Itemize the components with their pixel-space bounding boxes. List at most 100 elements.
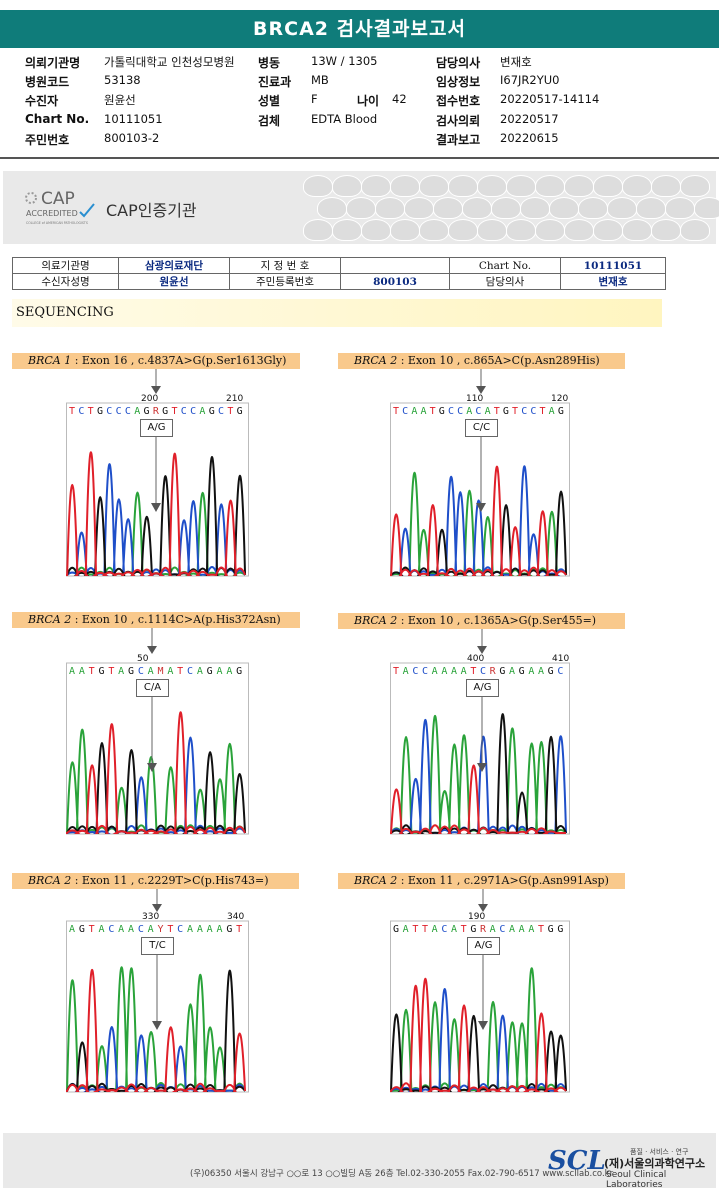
position-label: 50 bbox=[137, 654, 149, 664]
svg-text:T: T bbox=[470, 666, 476, 677]
report-title: BRCA2 검사결과보고서 bbox=[0, 10, 719, 48]
svg-text:A: A bbox=[432, 924, 438, 935]
svg-text:A: A bbox=[528, 924, 534, 935]
svg-text:A: A bbox=[420, 406, 426, 417]
field-value: 20220615 bbox=[500, 131, 559, 145]
field-label: 검사의뢰 bbox=[436, 114, 481, 128]
genotype-pointer bbox=[476, 437, 486, 512]
table-key: 지 정 번 호 bbox=[229, 257, 341, 274]
variant-label: BRCA 2 : Exon 11 , c.2971A>G(p.Asn991Asp… bbox=[338, 873, 625, 889]
svg-text:G: G bbox=[558, 406, 564, 417]
position-label: 400 bbox=[467, 654, 485, 664]
scl-tagline: 품질 · 서비스 · 연구 bbox=[630, 1148, 689, 1156]
variant-label: BRCA 2 : Exon 11 , c.2229T>C(p.His743=) bbox=[12, 873, 299, 889]
svg-text:A: A bbox=[490, 924, 496, 935]
table-value: 삼광의료재단 bbox=[118, 257, 230, 274]
svg-text:G: G bbox=[499, 666, 505, 677]
cloud-ornament bbox=[520, 197, 550, 219]
table-value: 10111051 bbox=[560, 257, 666, 274]
cloud-ornament bbox=[448, 175, 478, 197]
svg-text:A: A bbox=[79, 666, 85, 677]
svg-text:T: T bbox=[167, 924, 173, 935]
svg-text:T: T bbox=[89, 924, 95, 935]
field-label: 임상정보 bbox=[436, 75, 481, 89]
cloud-ornament bbox=[404, 197, 434, 219]
svg-text:T: T bbox=[89, 666, 95, 677]
lab-name-korean: (재)서울의과학연구소 bbox=[604, 1157, 706, 1170]
field-label: 나이 bbox=[357, 94, 380, 108]
svg-text:G: G bbox=[99, 666, 105, 677]
svg-text:A: A bbox=[432, 666, 438, 677]
svg-text:G: G bbox=[470, 924, 476, 935]
table-value bbox=[340, 257, 450, 274]
cloud-ornament bbox=[346, 197, 376, 219]
cloud-ornament bbox=[419, 175, 449, 197]
section-title: SEQUENCING bbox=[16, 305, 114, 320]
sequencing-band bbox=[12, 299, 662, 327]
svg-text:C: C bbox=[457, 406, 463, 417]
svg-text:A: A bbox=[528, 666, 534, 677]
field-label: 의뢰기관명 bbox=[25, 56, 81, 70]
cap-certified-label: CAP인증기관 bbox=[106, 201, 197, 220]
svg-text:C: C bbox=[181, 406, 187, 417]
svg-text:A: A bbox=[451, 666, 457, 677]
cap-banner bbox=[3, 171, 719, 244]
svg-text:C: C bbox=[218, 406, 224, 417]
cloud-ornament bbox=[390, 175, 420, 197]
cloud-ornament bbox=[549, 197, 579, 219]
cloud-ornament bbox=[361, 219, 391, 241]
genotype-box: C/A bbox=[136, 679, 169, 697]
cloud-ornament bbox=[448, 219, 478, 241]
svg-text:G: G bbox=[226, 924, 232, 935]
svg-text:C: C bbox=[116, 406, 122, 417]
cloud-ornament bbox=[665, 197, 695, 219]
variant-detail: : Exon 16 , c.4837A>G(p.Ser1613Gly) bbox=[71, 354, 287, 367]
svg-text:G: G bbox=[519, 666, 525, 677]
cloud-ornament bbox=[419, 219, 449, 241]
svg-text:C: C bbox=[480, 666, 486, 677]
table-key: Chart No. bbox=[449, 257, 561, 274]
svg-text:A: A bbox=[441, 666, 447, 677]
svg-text:C: C bbox=[441, 924, 447, 935]
cloud-ornament bbox=[622, 175, 652, 197]
footer-banner bbox=[3, 1133, 716, 1188]
field-label: 접수번호 bbox=[436, 94, 481, 108]
svg-text:G: G bbox=[237, 406, 243, 417]
svg-text:C: C bbox=[530, 406, 536, 417]
svg-text:A: A bbox=[217, 924, 223, 935]
svg-text:T: T bbox=[177, 666, 183, 677]
svg-text:C: C bbox=[402, 406, 408, 417]
cloud-ornament bbox=[680, 219, 710, 241]
cloud-ornament bbox=[651, 219, 681, 241]
svg-text:T: T bbox=[430, 406, 436, 417]
svg-text:A: A bbox=[187, 924, 193, 935]
svg-text:C: C bbox=[106, 406, 112, 417]
svg-text:A: A bbox=[128, 924, 134, 935]
variant-detail: : Exon 11 , c.2971A>G(p.Asn991Asp) bbox=[397, 874, 609, 887]
position-label: 340 bbox=[227, 912, 245, 922]
svg-text:T: T bbox=[88, 406, 94, 417]
svg-text:G: G bbox=[548, 924, 554, 935]
svg-text:C: C bbox=[475, 406, 481, 417]
cloud-ornament bbox=[593, 219, 623, 241]
svg-text:G: G bbox=[548, 666, 554, 677]
svg-text:T: T bbox=[393, 666, 399, 677]
pointer-arrow bbox=[147, 628, 157, 654]
svg-text:R: R bbox=[153, 406, 160, 417]
gene-name: BRCA 2 bbox=[28, 613, 72, 626]
svg-text:G: G bbox=[439, 406, 445, 417]
cloud-ornament bbox=[680, 175, 710, 197]
cloud-ornament bbox=[491, 197, 521, 219]
svg-text:Y: Y bbox=[158, 924, 164, 935]
svg-text:T: T bbox=[171, 406, 177, 417]
genotype-pointer bbox=[478, 955, 488, 1030]
variant-label: BRCA 2 : Exon 10 , c.1365A>G(p.Ser455=) bbox=[338, 613, 625, 629]
lab-name-english: Seoul Clinical Laboratories bbox=[606, 1170, 667, 1190]
cloud-ornament bbox=[506, 175, 536, 197]
svg-text:T: T bbox=[227, 406, 233, 417]
svg-text:A: A bbox=[538, 666, 544, 677]
svg-text:G: G bbox=[207, 666, 213, 677]
svg-text:T: T bbox=[236, 924, 242, 935]
field-label: 성별 bbox=[258, 94, 281, 108]
field-label: 결과보고 bbox=[436, 133, 481, 147]
